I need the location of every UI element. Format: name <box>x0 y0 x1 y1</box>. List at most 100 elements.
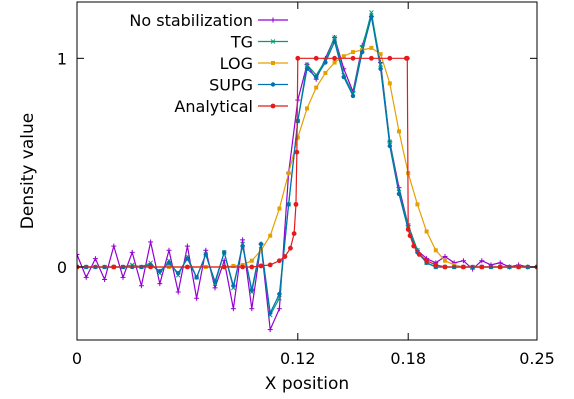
data-point <box>249 258 254 263</box>
data-point <box>350 93 356 99</box>
data-point <box>111 264 117 270</box>
data-point <box>332 35 337 40</box>
data-point <box>249 287 254 293</box>
series-line <box>77 57 537 268</box>
data-point <box>240 243 245 249</box>
data-point <box>268 310 273 316</box>
data-point <box>111 243 117 249</box>
x-tick-label: 0.25 <box>519 349 555 368</box>
data-point <box>120 274 126 280</box>
data-point <box>369 55 374 61</box>
data-point <box>175 289 181 295</box>
data-point <box>404 55 410 61</box>
data-point <box>332 39 337 44</box>
data-point <box>277 206 282 211</box>
data-point <box>378 66 383 71</box>
data-point <box>323 60 328 65</box>
data-point <box>258 241 264 247</box>
data-point <box>351 50 355 55</box>
x-tick-label: 0 <box>72 349 82 368</box>
data-point <box>407 233 413 239</box>
data-point <box>185 264 190 270</box>
data-point <box>442 264 448 270</box>
data-point <box>138 283 144 289</box>
data-point <box>314 74 319 80</box>
data-point <box>294 149 300 155</box>
data-point <box>231 283 236 288</box>
legend-label: No stabilization <box>129 11 253 30</box>
data-point <box>460 258 466 264</box>
data-point <box>323 70 328 75</box>
data-point <box>313 55 319 61</box>
data-point <box>397 129 401 134</box>
data-point <box>424 229 429 234</box>
data-point <box>231 263 236 268</box>
data-point <box>148 239 154 245</box>
legend-item: No stabilization <box>129 11 288 30</box>
data-point <box>369 45 374 50</box>
legend-item: SUPG <box>209 76 288 95</box>
data-point <box>176 271 181 276</box>
series-analytical <box>77 55 537 270</box>
data-point <box>479 264 485 270</box>
data-point <box>184 243 190 249</box>
data-point <box>157 268 162 274</box>
series-log <box>77 45 537 269</box>
data-point <box>332 60 337 65</box>
data-point <box>433 262 439 268</box>
axis-ticks: 0 0.12 0.18 0.25 0 1 <box>57 2 555 368</box>
data-point <box>270 17 276 23</box>
data-point <box>129 249 135 255</box>
data-point <box>424 258 429 264</box>
data-point <box>148 264 154 270</box>
legend-label: LOG <box>220 54 253 73</box>
data-point <box>293 201 299 207</box>
data-point <box>270 103 276 109</box>
data-point <box>166 247 172 253</box>
data-point <box>416 252 422 257</box>
x-tick-label: 0.18 <box>390 349 426 368</box>
data-point <box>387 81 392 86</box>
data-point <box>443 258 447 263</box>
data-point <box>270 39 276 44</box>
data-point <box>203 252 208 257</box>
x-tick-label: 0.12 <box>280 349 316 368</box>
data-point <box>295 135 300 140</box>
data-point <box>369 10 374 15</box>
data-point <box>259 248 263 253</box>
data-point <box>396 191 402 197</box>
data-point <box>230 306 236 312</box>
data-point <box>157 281 163 287</box>
data-point <box>387 55 393 61</box>
data-point <box>286 171 291 176</box>
data-point <box>267 327 273 333</box>
legend-item: Analytical <box>174 97 288 116</box>
legend: No stabilization TG LOG SUPG Analytical <box>129 11 288 116</box>
data-point <box>360 49 365 55</box>
data-point <box>378 52 383 57</box>
data-point <box>291 231 297 236</box>
data-point <box>295 55 301 61</box>
data-point <box>405 227 411 232</box>
series-line <box>77 47 537 268</box>
data-point <box>276 306 282 312</box>
y-tick-label: 0 <box>57 258 67 277</box>
data-point <box>433 248 438 253</box>
data-point <box>516 264 521 270</box>
series-no-stabilization <box>77 14 537 333</box>
data-point <box>249 264 255 270</box>
data-point <box>240 264 246 270</box>
legend-item: LOG <box>220 54 288 73</box>
data-point <box>212 285 218 291</box>
data-point <box>387 143 392 149</box>
data-point <box>185 256 190 261</box>
data-point <box>249 306 255 312</box>
data-point <box>267 262 273 268</box>
y-axis-label: Density value <box>18 113 38 229</box>
data-point <box>271 61 275 65</box>
legend-item: TG <box>230 33 288 52</box>
data-point <box>350 55 356 61</box>
data-point <box>497 264 503 270</box>
